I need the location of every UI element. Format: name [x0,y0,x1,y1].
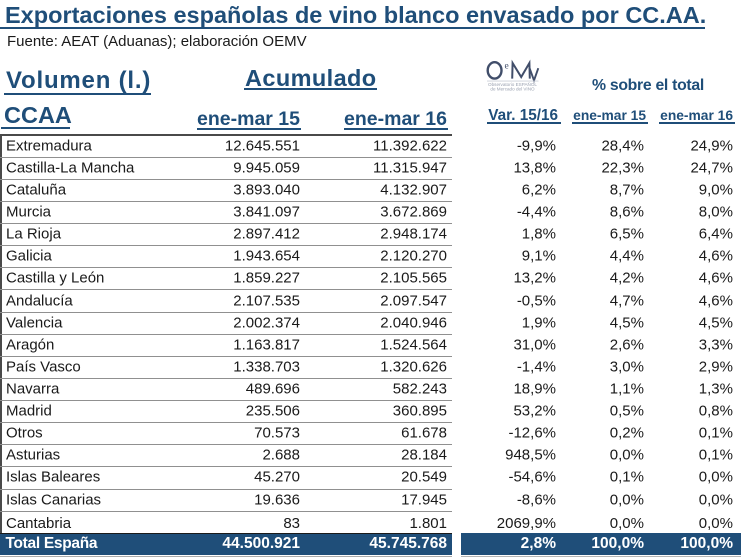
svg-text:e: e [505,62,509,72]
svg-text:de Mercado del VINO: de Mercado del VINO [490,87,535,92]
svg-text:Observatorio ESPAÑOL: Observatorio ESPAÑOL [488,81,537,87]
